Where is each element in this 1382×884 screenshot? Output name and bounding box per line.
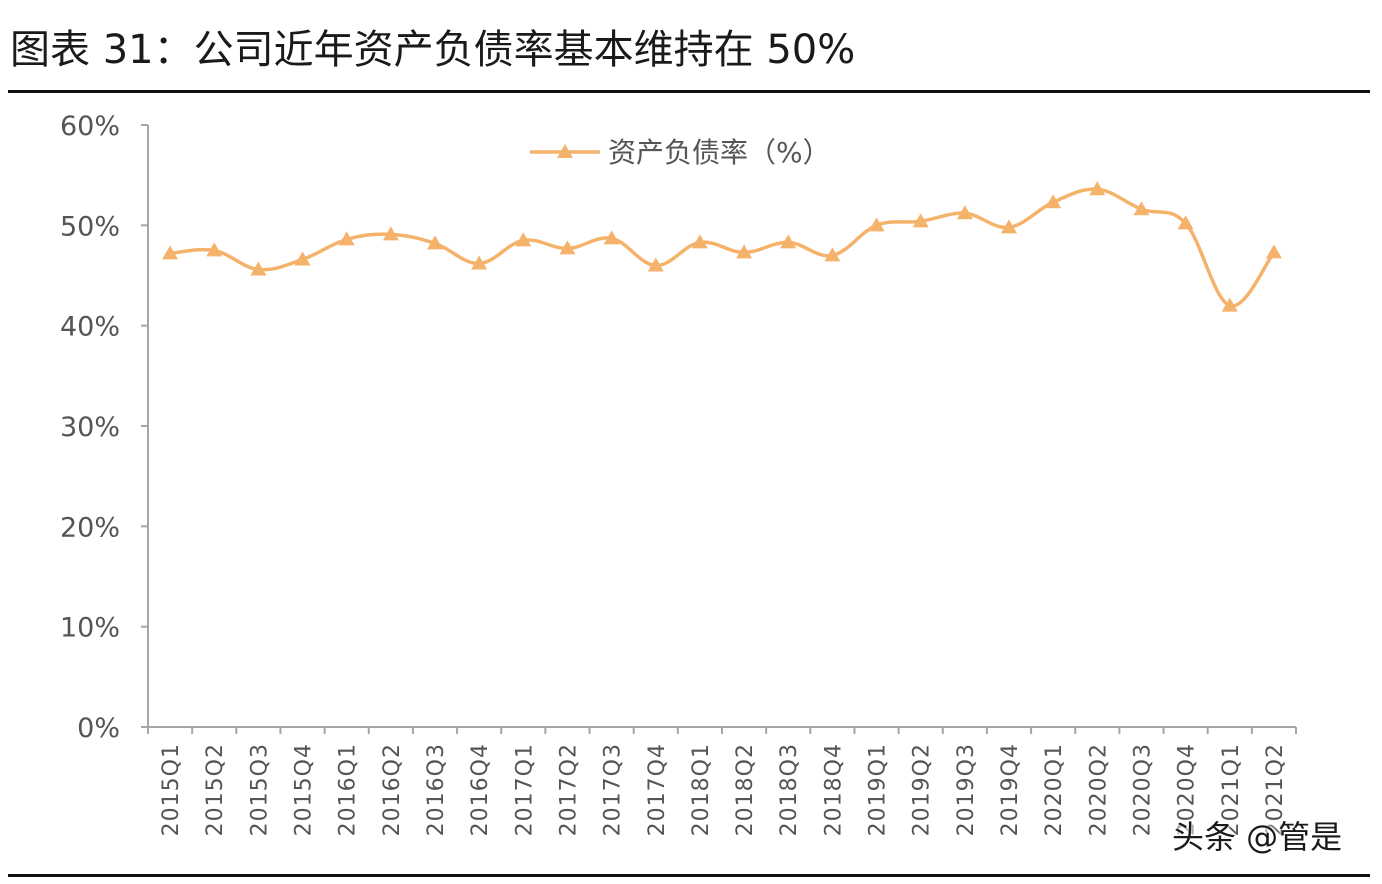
x-tick-label: 2019Q3 bbox=[954, 743, 979, 836]
x-tick-label: 2019Q4 bbox=[998, 743, 1023, 836]
x-tick-label: 2017Q1 bbox=[512, 743, 537, 836]
top-rule bbox=[8, 90, 1370, 93]
y-tick-label: 0% bbox=[77, 713, 120, 744]
data-point-marker bbox=[868, 217, 885, 232]
y-tick-label: 20% bbox=[60, 512, 120, 543]
x-tick-label: 2019Q1 bbox=[866, 743, 891, 836]
data-point-marker bbox=[1177, 215, 1194, 230]
data-point-marker bbox=[603, 230, 620, 245]
x-tick-label: 2015Q4 bbox=[292, 743, 317, 836]
data-point-marker bbox=[162, 245, 179, 260]
y-tick-label: 30% bbox=[60, 412, 120, 443]
x-tick-label: 2016Q1 bbox=[336, 743, 361, 836]
x-tick-label: 2020Q1 bbox=[1042, 743, 1067, 836]
y-tick-label: 10% bbox=[60, 613, 120, 644]
data-point-marker bbox=[206, 242, 223, 257]
data-point-marker bbox=[559, 240, 576, 255]
data-point-marker bbox=[1045, 194, 1062, 209]
data-point-marker bbox=[1265, 244, 1282, 259]
legend-marker bbox=[557, 144, 573, 158]
data-point-marker bbox=[736, 244, 753, 259]
chart-title: 图表 31：公司近年资产负债率基本维持在 50% bbox=[10, 27, 856, 73]
x-tick-label: 2015Q3 bbox=[247, 743, 272, 836]
data-point-marker bbox=[1001, 219, 1017, 234]
legend-label: 资产负债率（%） bbox=[608, 136, 831, 169]
x-tick-label: 2020Q3 bbox=[1130, 743, 1155, 836]
x-tick-label: 2016Q2 bbox=[380, 743, 405, 836]
data-point-marker bbox=[294, 251, 311, 266]
data-point-marker bbox=[471, 255, 488, 270]
x-axis-ticks: 2015Q1 2015Q2 2015Q3 2015Q4 2016Q1 2016Q2 2016… bbox=[147, 727, 1297, 836]
data-point-marker bbox=[250, 261, 267, 276]
series-line bbox=[168, 187, 1276, 308]
data-point-marker bbox=[1089, 181, 1106, 196]
data-point-marker bbox=[691, 234, 708, 249]
x-tick-label: 2018Q4 bbox=[821, 743, 846, 836]
x-tick-label: 2018Q3 bbox=[777, 743, 802, 836]
data-point-marker bbox=[382, 226, 399, 241]
x-tick-label: 2017Q2 bbox=[556, 743, 581, 836]
legend: 资产负债率（%） bbox=[530, 136, 831, 169]
y-axis-ticks: 0% 10% 20% 30% 40% 50% 60% bbox=[60, 111, 148, 744]
data-point-marker bbox=[515, 232, 532, 247]
x-tick-label: 2021Q2 bbox=[1263, 743, 1288, 836]
x-tick-label: 2016Q4 bbox=[468, 743, 493, 836]
x-tick-label: 2017Q3 bbox=[601, 743, 626, 836]
data-point-marker bbox=[338, 231, 355, 246]
x-tick-label: 2018Q2 bbox=[733, 743, 758, 836]
chart-axes bbox=[147, 125, 1296, 728]
data-point-marker bbox=[1221, 297, 1238, 312]
x-tick-label: 2018Q1 bbox=[689, 743, 714, 836]
data-point-marker bbox=[1133, 201, 1150, 216]
x-tick-label: 2020Q2 bbox=[1086, 743, 1111, 836]
x-tick-label: 2015Q1 bbox=[159, 743, 184, 836]
data-point-marker bbox=[956, 205, 973, 220]
y-tick-label: 50% bbox=[60, 211, 120, 242]
data-point-marker bbox=[427, 235, 443, 250]
watermark-text: 头条 @管是 bbox=[1172, 818, 1343, 856]
bottom-rule bbox=[8, 874, 1370, 877]
data-point-marker bbox=[912, 213, 929, 228]
data-point-marker bbox=[824, 247, 841, 262]
series-layer bbox=[162, 181, 1282, 312]
data-point-marker bbox=[647, 257, 664, 272]
y-tick-label: 60% bbox=[60, 111, 120, 142]
y-tick-label: 40% bbox=[60, 312, 120, 343]
x-tick-label: 2021Q1 bbox=[1219, 743, 1244, 836]
x-tick-label: 2016Q3 bbox=[424, 743, 449, 836]
x-tick-label: 2017Q4 bbox=[645, 743, 670, 836]
data-point-marker bbox=[780, 234, 797, 249]
x-tick-label: 2019Q2 bbox=[910, 743, 935, 836]
x-tick-label: 2015Q2 bbox=[203, 743, 228, 836]
x-tick-label: 2020Q4 bbox=[1175, 743, 1200, 836]
